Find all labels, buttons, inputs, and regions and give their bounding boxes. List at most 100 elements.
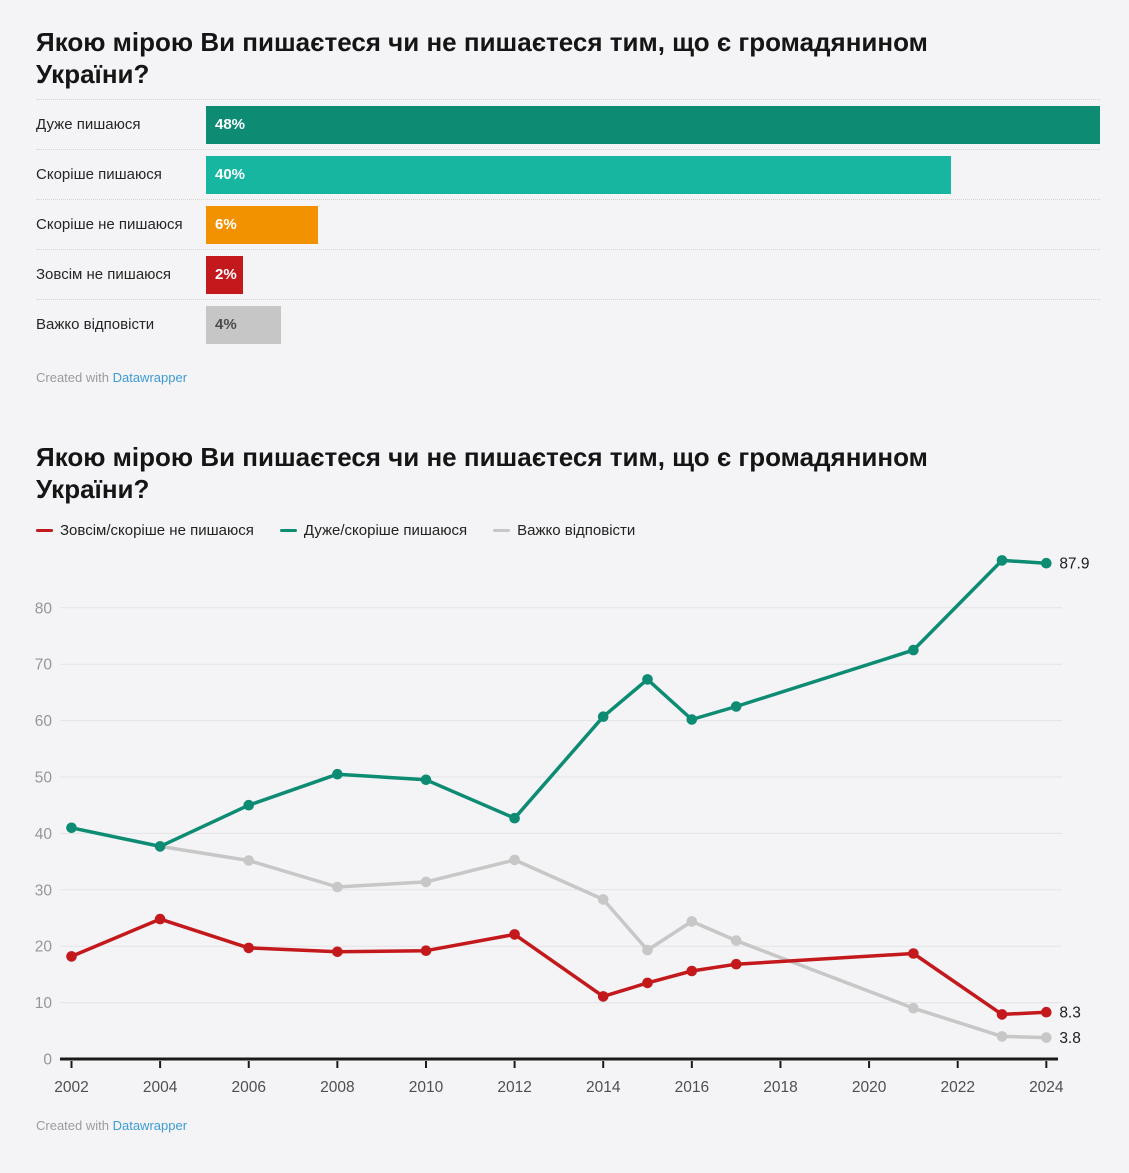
line-series — [69, 558, 1049, 849]
y-axis-tick-label: 70 — [35, 657, 53, 674]
data-point — [642, 977, 653, 989]
bar: 6% — [206, 205, 318, 244]
y-axis-tick-label: 40 — [35, 826, 53, 843]
bar-row: Скоріше пишаюся 40% — [36, 149, 1100, 199]
x-axis-tick-label: 2024 — [1029, 1079, 1064, 1096]
line-chart: 0 10 20 30 40 50 60 70 80 2002 2004 2006 2008 2010 201… — [0, 545, 1129, 1110]
bar-category-label: Зовсім не пишаюся — [36, 266, 172, 283]
bar-track: 2% — [206, 255, 1100, 294]
bar-value-label: 6% — [215, 216, 237, 233]
y-axis-tick-label: 30 — [35, 882, 53, 899]
data-point — [332, 946, 343, 958]
y-axis-tick-label: 50 — [35, 770, 53, 787]
bar-chart: Дуже пишаюся 48% Скоріше пишаюся 40% Скоріше… — [36, 99, 1100, 349]
line-chart-attribution: Created with Datawrapper — [36, 1118, 1100, 1133]
bar-row: Зовсім не пишаюся 2% — [36, 249, 1100, 299]
bar-value-label: 48% — [215, 116, 246, 133]
bar: 48% — [206, 105, 1100, 144]
bar-category-label: Дуже пишаюся — [36, 116, 141, 133]
x-axis-tick-label: 2020 — [852, 1079, 887, 1096]
data-point — [420, 774, 432, 786]
data-point — [154, 841, 166, 852]
bar-chart-attribution: Created with Datawrapper — [36, 370, 1100, 385]
bar-chart-title: Якою мірою Ви пишаєтеся чи не пишаєтеся … — [36, 27, 928, 89]
data-point — [996, 1031, 1008, 1042]
bar: 2% — [206, 255, 243, 294]
data-point — [509, 854, 520, 866]
series-end-value-label: 3.8 — [1059, 1030, 1081, 1047]
data-point — [686, 916, 698, 927]
series-end-value-label: 87.9 — [1059, 556, 1089, 573]
data-point — [66, 822, 77, 834]
line-chart-svg: 0 10 20 30 40 50 60 70 80 2002 2004 2006 2008 2010 201… — [35, 555, 1089, 1096]
data-point — [66, 951, 77, 962]
bar-track: 48% — [206, 105, 1100, 144]
line-chart-title: Якою мірою Ви пишаєтеся чи не пишаєтеся … — [36, 442, 928, 504]
x-axis-tick-label: 2004 — [143, 1079, 178, 1096]
line-series — [69, 917, 1049, 1017]
data-point — [1041, 1006, 1052, 1018]
legend-swatch-red — [36, 528, 53, 533]
data-point — [243, 855, 254, 866]
line-chart-legend: Зовсім/скоріше не пишаюся Дуже/скоріше п… — [36, 522, 1100, 539]
data-point — [243, 942, 254, 954]
data-point — [243, 799, 254, 811]
data-point — [996, 1009, 1008, 1020]
bar: 4% — [206, 305, 281, 344]
datawrapper-link[interactable]: Datawrapper — [112, 1118, 188, 1133]
legend-label: Зовсім/скоріше не пишаюся — [60, 522, 254, 539]
line-series — [158, 844, 1049, 1040]
data-point — [1041, 557, 1052, 569]
bar-value-label: 40% — [215, 166, 246, 183]
legend-item-not-proud: Зовсім/скоріше не пишаюся — [36, 522, 254, 539]
bar-track: 40% — [206, 155, 1100, 194]
attribution-prefix: Created with — [36, 370, 113, 385]
data-point — [730, 935, 742, 946]
data-point — [686, 714, 698, 725]
y-axis-tick-label: 80 — [35, 600, 53, 617]
bar-category-label: Важко відповісти — [36, 316, 155, 333]
datawrapper-link[interactable]: Datawrapper — [112, 370, 188, 385]
bar-value-label: 4% — [215, 316, 237, 333]
data-point — [996, 555, 1008, 566]
bar-row: Важко відповісти 4% — [36, 299, 1100, 349]
data-point — [597, 894, 609, 905]
data-point — [420, 945, 432, 956]
bar-category-label: Скоріше пишаюся — [36, 166, 162, 183]
bar-category-label: Скоріше не пишаюся — [36, 216, 183, 233]
data-point — [642, 944, 653, 956]
x-axis-tick-label: 2018 — [763, 1079, 797, 1096]
data-point — [597, 991, 609, 1002]
legend-item-hard-to-answer: Важко відповісти — [493, 522, 635, 539]
data-point — [730, 958, 742, 970]
data-point — [509, 812, 520, 824]
data-point — [597, 711, 609, 722]
data-point — [332, 768, 343, 780]
bar: 40% — [206, 155, 951, 194]
y-axis-tick-label: 0 — [43, 1052, 52, 1069]
y-axis-tick-label: 60 — [35, 713, 53, 730]
data-point — [908, 948, 919, 959]
x-axis-tick-label: 2008 — [320, 1079, 354, 1096]
y-axis-tick-label: 20 — [35, 939, 53, 956]
legend-item-proud: Дуже/скоріше пишаюся — [279, 522, 467, 539]
x-axis-tick-label: 2002 — [54, 1079, 88, 1096]
legend-swatch-green — [279, 528, 297, 533]
data-point — [509, 929, 520, 940]
data-point — [908, 1002, 919, 1014]
data-point — [154, 913, 166, 925]
x-axis-tick-label: 2016 — [675, 1079, 709, 1096]
data-point — [420, 876, 432, 888]
data-point — [642, 674, 653, 685]
bar-track: 4% — [206, 305, 1100, 344]
data-point — [730, 701, 742, 712]
x-axis-tick-label: 2010 — [409, 1079, 444, 1096]
x-axis-tick-label: 2014 — [586, 1079, 621, 1096]
series-end-value-label: 8.3 — [1059, 1005, 1081, 1022]
data-point — [332, 881, 343, 893]
bar-row: Скоріше не пишаюся 6% — [36, 199, 1100, 249]
bar-value-label: 2% — [215, 266, 237, 283]
bar-track: 6% — [206, 205, 1100, 244]
data-point — [1041, 1032, 1052, 1043]
